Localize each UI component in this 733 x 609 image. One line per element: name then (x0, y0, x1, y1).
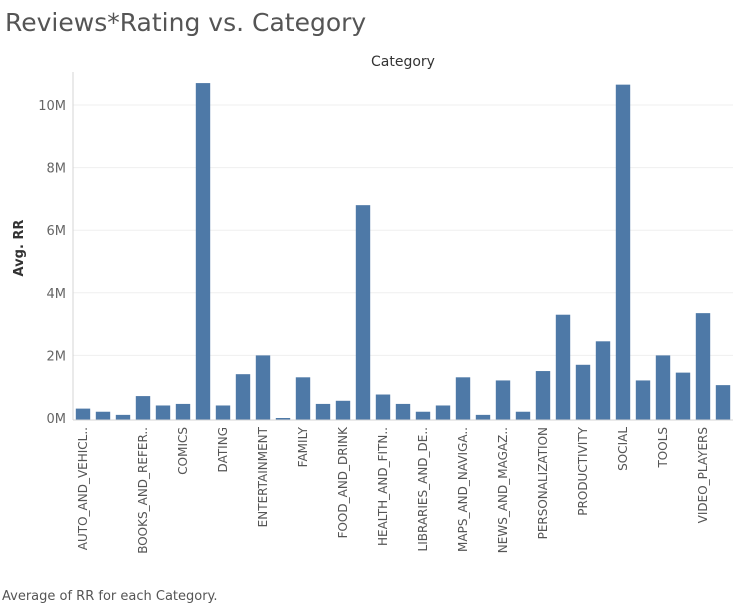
y-tick-label: 10M (38, 99, 66, 114)
bar (315, 403, 331, 420)
bar (455, 377, 471, 420)
bar (515, 411, 531, 420)
y-tick-label: 6M (47, 224, 67, 239)
bar (175, 403, 191, 420)
x-tick-labels: AUTO_AND_VEHICL.. BOOKS_AND_REFER.. COMICS… (76, 426, 710, 554)
grid-lines (73, 104, 733, 356)
bar (135, 396, 151, 420)
x-tick-label: LIBRARIES_AND_DE.. (416, 427, 430, 551)
bar (495, 380, 511, 420)
bar (615, 84, 631, 421)
x-tick-label: AUTO_AND_VEHICL.. (76, 427, 90, 550)
bar (635, 380, 651, 420)
bar (155, 405, 171, 420)
axes (72, 72, 733, 421)
x-tick-label: VIDEO_PLAYERS (696, 427, 710, 523)
bar (255, 355, 271, 420)
x-tick-label: DATING (216, 427, 230, 472)
bar (355, 205, 371, 420)
bar (95, 411, 111, 420)
x-tick-label: COMICS (176, 427, 190, 475)
x-tick-label: PERSONALIZATION (536, 427, 550, 539)
bar (335, 400, 351, 420)
bar (555, 314, 571, 420)
x-tick-label: TOOLS (656, 427, 670, 469)
bar (195, 83, 211, 420)
chart-caption: Average of RR for each Category. (2, 589, 218, 604)
bar (715, 385, 731, 420)
y-axis-title: Avg. RR (12, 220, 27, 277)
bar (575, 364, 591, 420)
y-tick-label: 0M (47, 412, 67, 427)
x-tick-label: NEWS_AND_MAGAZ.. (496, 427, 510, 553)
bar (275, 418, 291, 420)
x-tick-label: MAPS_AND_NAVIGA.. (456, 427, 470, 552)
bar (375, 394, 391, 420)
x-tick-label: HEALTH_AND_FITN.. (376, 427, 390, 546)
x-tick-label: BOOKS_AND_REFER.. (136, 427, 150, 554)
column-header-title: Category (371, 54, 435, 70)
bar (75, 408, 91, 420)
bar (535, 371, 551, 420)
x-tick-label: PRODUCTIVITY (576, 426, 590, 515)
bar (235, 374, 251, 420)
x-tick-label: ENTERTAINMENT (256, 426, 270, 527)
bar (395, 403, 411, 420)
y-tick-label: 2M (47, 349, 67, 364)
bar (655, 355, 671, 420)
x-tick-label: FAMILY (296, 426, 310, 467)
chart-title: Reviews*Rating vs. Category (5, 8, 367, 37)
bar (435, 405, 451, 420)
bar (475, 414, 491, 420)
bar (675, 372, 691, 420)
bar (295, 377, 311, 420)
y-tick-label: 8M (47, 162, 67, 177)
y-tick-label: 4M (47, 287, 67, 302)
bar (215, 405, 231, 420)
bar (415, 411, 431, 420)
x-tick-label: SOCIAL (616, 427, 630, 471)
x-tick-label: FOOD_AND_DRINK (336, 426, 350, 539)
bars (75, 83, 731, 421)
bar (115, 414, 131, 420)
bar (595, 341, 611, 420)
y-tick-labels: 0M 2M 4M 6M 8M 10M (38, 99, 66, 427)
bar (695, 313, 711, 420)
